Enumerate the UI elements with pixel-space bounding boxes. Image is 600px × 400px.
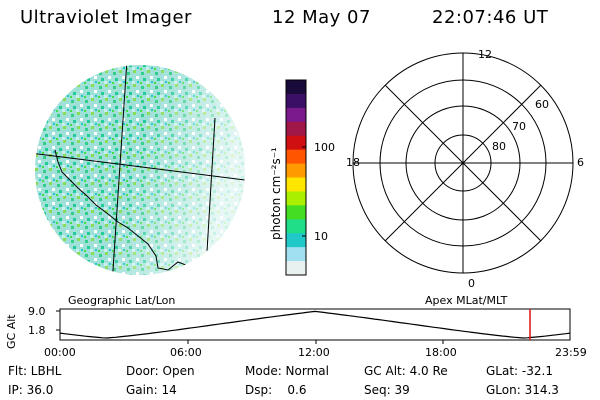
mlt-label-12: 12 <box>478 48 492 61</box>
coastline <box>54 149 193 273</box>
mlat-label-70: 70 <box>512 120 526 133</box>
colorbar-segment <box>286 205 306 220</box>
time-tick-0600: 06:00 <box>170 346 202 359</box>
status-door: Door: Open <box>126 364 195 378</box>
colorbar-unit-label: photon cm⁻²s⁻¹ <box>269 147 283 240</box>
colorbar-segment <box>286 261 306 276</box>
colorbar-segment <box>286 219 306 234</box>
instrument-title: Ultraviolet Imager <box>20 7 192 28</box>
time-tick-1800: 18:00 <box>425 346 457 359</box>
mlt-label-18: 18 <box>346 156 360 169</box>
gc-alt-axis-label: GC Alt <box>5 314 18 349</box>
status-glon: GLon: 314.3 <box>486 383 559 397</box>
time-tick-0000: 00:00 <box>44 346 76 359</box>
colorbar-segment <box>286 163 306 178</box>
mlat-label-80: 80 <box>492 140 506 153</box>
alt-tick-9: 9.0 <box>28 305 46 318</box>
time-tick-1200: 12:00 <box>298 346 330 359</box>
latitude-line <box>35 152 245 181</box>
colorbar-segment <box>286 121 306 137</box>
status-dsp: Dsp: 0.6 <box>245 383 307 397</box>
colorbar-segment <box>286 80 306 95</box>
timeline-frame <box>59 308 571 341</box>
status-gain: Gain: 14 <box>126 383 177 397</box>
altitude-curve <box>59 310 571 339</box>
time-label: 22:07:46 UT <box>432 7 549 28</box>
colorbar-segment <box>286 233 306 248</box>
date-label: 12 May 07 <box>272 7 371 28</box>
status-ip: IP: 36.0 <box>8 383 54 397</box>
colorbar-segment <box>286 93 306 109</box>
colorbar-segment <box>286 177 306 192</box>
geographic-caption: Geographic Lat/Lon <box>68 294 176 307</box>
status-gc-alt: GC Alt: 4.0 Re <box>364 364 448 378</box>
coastline <box>20 90 30 100</box>
colorbar-segment <box>286 247 306 262</box>
mlat-label-60: 60 <box>535 98 549 111</box>
alt-tick-1-8: 1.8 <box>28 324 46 337</box>
time-tick-2359: 23:59 <box>555 346 587 359</box>
colorbar-segment <box>286 107 306 123</box>
longitude-line <box>111 65 128 275</box>
colorbar-tick-100: 100 <box>314 141 335 154</box>
colorbar-frame <box>285 79 307 276</box>
mlt-label-6: 6 <box>577 156 584 169</box>
altitude-timeline <box>56 308 571 344</box>
colorbar-tick-10: 10 <box>314 230 328 243</box>
colorbar <box>285 79 307 276</box>
colorbar-segment <box>286 135 306 151</box>
status-seq: Seq: 39 <box>364 383 410 397</box>
status-filter: Flt: LBHL <box>8 364 62 378</box>
status-glat: GLat: -32.1 <box>486 364 553 378</box>
status-mode: Mode: Normal <box>245 364 329 378</box>
colorbar-segment <box>286 149 306 165</box>
mlt-label-0: 0 <box>468 277 475 290</box>
polar-diagonal <box>384 84 542 242</box>
polar-plot <box>352 52 574 274</box>
colorbar-segment <box>286 191 306 206</box>
apex-caption: Apex MLat/MLT <box>425 294 508 307</box>
uv-image-disc <box>20 65 245 275</box>
